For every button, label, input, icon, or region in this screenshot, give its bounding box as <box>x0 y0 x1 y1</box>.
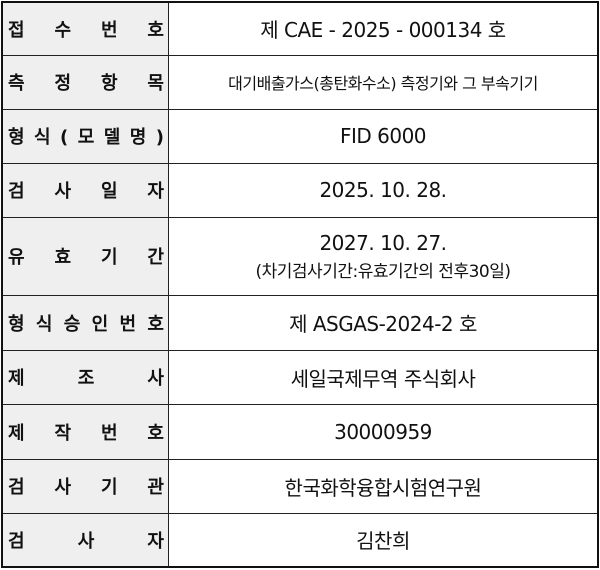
value-serial-number: 30000959 <box>168 403 599 460</box>
label-approval-number: 형 식 승 인 번 호 <box>1 294 169 351</box>
value-inspection-date: 2025. 10. 28. <box>168 162 599 218</box>
row-model: 형 식 ( 모 델 명 ) FID 6000 <box>1 108 599 164</box>
label-manufacturer: 제 조 사 <box>1 349 169 405</box>
label-model: 형 식 ( 모 델 명 ) <box>1 108 169 164</box>
row-manufacturer: 제 조 사 세일국제무역 주식회사 <box>1 349 599 405</box>
value-inspection-agency: 한국화학융합시험연구원 <box>168 458 599 514</box>
value-receipt-number: 제 CAE - 2025 - 000134 호 <box>168 1 599 56</box>
label-receipt-number: 접 수 번 호 <box>1 1 169 56</box>
label-inspection-date: 검 사 일 자 <box>1 162 169 218</box>
label-inspection-agency: 검 사 기 관 <box>1 458 169 514</box>
label-serial-number: 제 작 번 호 <box>1 403 169 460</box>
row-inspector: 검 사 자 김찬희 <box>1 512 599 568</box>
row-validity-period: 유 효 기 간 2027. 10. 27. (차기검사기간:유효기간의 전후30… <box>1 216 599 296</box>
label-text: 측 정 항 목 <box>8 73 164 94</box>
row-receipt-number: 접 수 번 호 제 CAE - 2025 - 000134 호 <box>1 1 599 56</box>
row-inspection-date: 검 사 일 자 2025. 10. 28. <box>1 162 599 218</box>
label-text: 접 수 번 호 <box>8 19 164 41</box>
value-measurement-item: 대기배출가스(총탄화수소) 측정기와 그 부속기기 <box>168 54 599 110</box>
validity-date: 2027. 10. 27. <box>319 230 447 255</box>
label-validity-period: 유 효 기 간 <box>1 216 169 296</box>
value-inspector: 김찬희 <box>168 512 599 568</box>
value-manufacturer: 세일국제무역 주식회사 <box>168 349 599 405</box>
label-text: 검 사 자 <box>8 530 164 552</box>
label-text: 제 작 번 호 <box>8 422 164 444</box>
label-text: 제 조 사 <box>8 368 164 389</box>
row-approval-number: 형 식 승 인 번 호 제 ASGAS-2024-2 호 <box>1 294 599 351</box>
value-validity-period: 2027. 10. 27. (차기검사기간:유효기간의 전후30일) <box>168 216 599 296</box>
row-inspection-agency: 검 사 기 관 한국화학융합시험연구원 <box>1 458 599 514</box>
label-text: 형 식 승 인 번 호 <box>8 313 164 335</box>
value-approval-number: 제 ASGAS-2024-2 호 <box>168 294 599 351</box>
row-measurement-item: 측 정 항 목 대기배출가스(총탄화수소) 측정기와 그 부속기기 <box>1 54 599 110</box>
label-text: 검 사 기 관 <box>8 477 164 498</box>
value-model: FID 6000 <box>168 108 599 164</box>
label-text: 형 식 ( 모 델 명 ) <box>8 127 164 148</box>
row-serial-number: 제 작 번 호 30000959 <box>1 403 599 460</box>
label-measurement-item: 측 정 항 목 <box>1 54 169 110</box>
validity-note: (차기검사기간:유효기간의 전후30일) <box>255 261 512 282</box>
label-text: 검 사 일 자 <box>8 181 164 202</box>
label-inspector: 검 사 자 <box>1 512 169 568</box>
label-text: 유 효 기 간 <box>8 247 164 268</box>
